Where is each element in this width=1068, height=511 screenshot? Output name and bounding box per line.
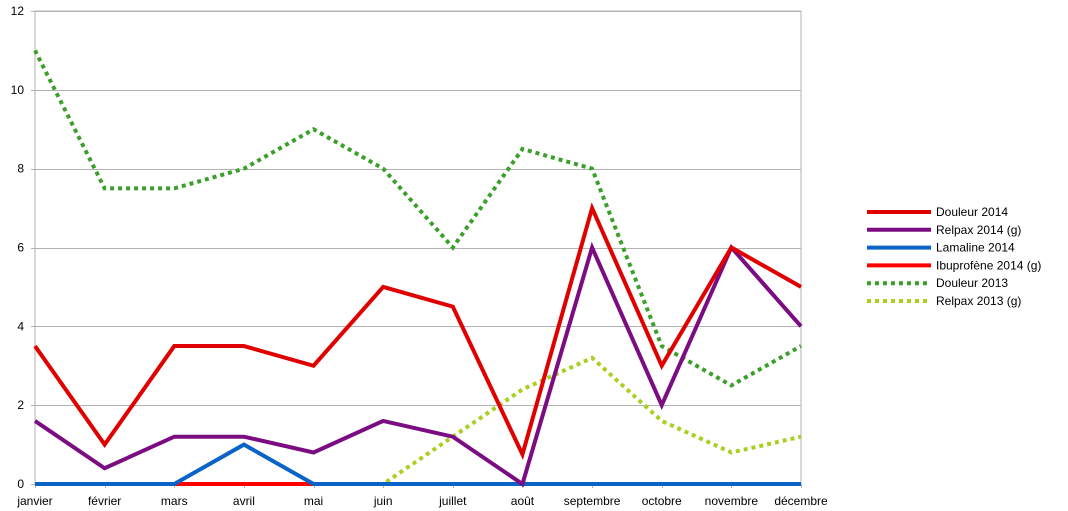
legend-label: Douleur 2013 <box>936 276 1008 290</box>
x-tick-label: février <box>88 494 121 508</box>
legend-label: Douleur 2014 <box>936 205 1008 219</box>
y-axis: 0 2 4 6 8 10 12 <box>11 4 35 491</box>
legend-label: Ibuprofène 2014 (g) <box>936 258 1041 272</box>
x-tick-label: juin <box>373 494 393 508</box>
x-tick-label: novembre <box>705 494 759 508</box>
plot-area-frame <box>34 10 802 485</box>
legend: Douleur 2014 Relpax 2014 (g) Lamaline 2014… <box>867 205 1041 308</box>
series-line-5 <box>35 355 802 486</box>
series-line-0 <box>33 202 802 461</box>
y-tick-label: 8 <box>17 162 24 176</box>
legend-label: Relpax 2013 (g) <box>936 294 1021 308</box>
series-line-4 <box>33 49 802 388</box>
x-tick-label: octobre <box>642 494 682 508</box>
gridlines <box>34 10 802 485</box>
x-tick-label: décembre <box>774 494 828 508</box>
x-tick-label: mars <box>161 494 188 508</box>
x-tick-label: septembre <box>564 494 621 508</box>
x-tick-label: août <box>511 494 535 508</box>
legend-label: Lamaline 2014 <box>936 241 1015 255</box>
series-lines <box>33 49 803 488</box>
x-tick-label: juillet <box>438 494 467 508</box>
series-line-2 <box>35 442 801 486</box>
x-tick-label: mai <box>304 494 323 508</box>
y-tick-label: 0 <box>17 477 24 491</box>
y-tick-label: 10 <box>11 83 25 97</box>
y-tick-label: 12 <box>11 4 25 18</box>
series-line-1 <box>33 241 803 488</box>
x-tick-label: janvier <box>16 494 52 508</box>
x-tick-label: avril <box>233 494 255 508</box>
legend-label: Relpax 2014 (g) <box>936 223 1021 237</box>
x-axis: janvier février mars avril mai juin juillet aoû… <box>16 484 828 508</box>
y-tick-label: 6 <box>17 241 24 255</box>
y-tick-label: 2 <box>17 398 24 412</box>
y-tick-label: 4 <box>17 319 24 333</box>
